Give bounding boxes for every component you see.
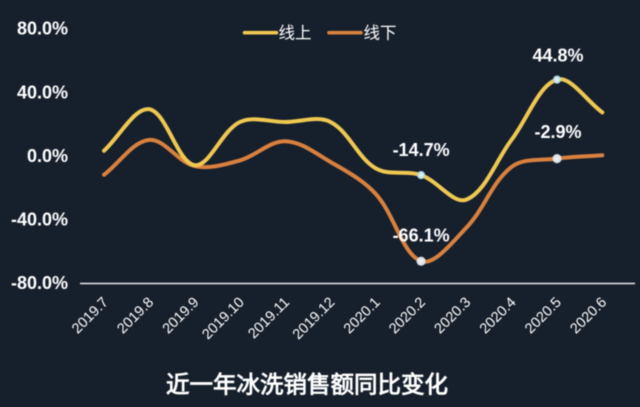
svg-text:-80.0%: -80.0%	[11, 273, 68, 293]
svg-text:-14.7%: -14.7%	[393, 140, 450, 160]
svg-text:80.0%: 80.0%	[17, 19, 68, 39]
svg-text:40.0%: 40.0%	[17, 82, 68, 102]
svg-text:线下: 线下	[364, 24, 397, 43]
svg-text:近一年冰洗销售额同比变化: 近一年冰洗销售额同比变化	[166, 371, 448, 398]
svg-text:44.8%: 44.8%	[532, 46, 583, 66]
svg-text:0.0%: 0.0%	[27, 146, 68, 166]
svg-text:-40.0%: -40.0%	[11, 210, 68, 230]
svg-text:-66.1%: -66.1%	[393, 226, 450, 246]
svg-text:-2.9%: -2.9%	[534, 122, 581, 142]
svg-text:线上: 线上	[279, 24, 312, 43]
